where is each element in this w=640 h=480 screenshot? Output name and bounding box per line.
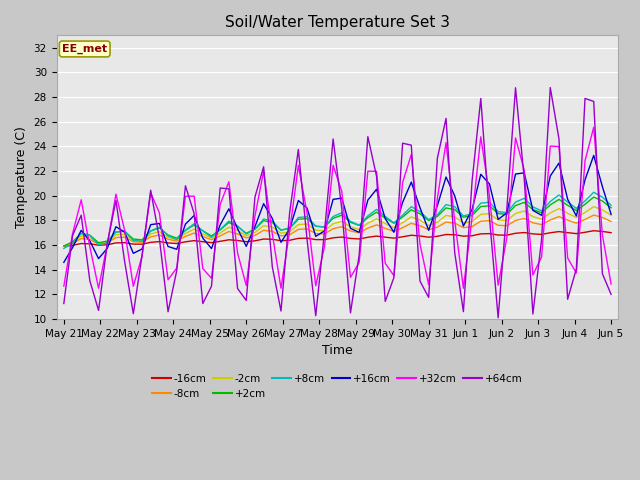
- -8cm: [416, 223, 424, 228]
- +16cm: [607, 211, 615, 217]
- Line: +32cm: +32cm: [64, 127, 611, 288]
- +2cm: [129, 236, 137, 242]
- +8cm: [590, 190, 598, 195]
- Line: -2cm: -2cm: [64, 207, 611, 246]
- +2cm: [329, 216, 337, 221]
- +32cm: [372, 168, 380, 174]
- +64cm: [329, 136, 337, 142]
- +64cm: [408, 142, 415, 148]
- +32cm: [416, 241, 424, 247]
- +2cm: [416, 211, 424, 216]
- -2cm: [590, 204, 598, 210]
- -8cm: [590, 212, 598, 218]
- +64cm: [364, 134, 372, 140]
- -8cm: [607, 218, 615, 224]
- Line: +16cm: +16cm: [64, 156, 611, 263]
- +32cm: [607, 281, 615, 287]
- +32cm: [590, 124, 598, 130]
- -16cm: [408, 232, 415, 238]
- -2cm: [408, 214, 415, 220]
- -2cm: [416, 217, 424, 223]
- Y-axis label: Temperature (C): Temperature (C): [15, 126, 28, 228]
- -16cm: [60, 243, 68, 249]
- +8cm: [129, 238, 137, 243]
- +2cm: [364, 215, 372, 220]
- X-axis label: Time: Time: [322, 344, 353, 358]
- +16cm: [286, 226, 294, 232]
- +64cm: [547, 84, 554, 90]
- Line: -8cm: -8cm: [64, 215, 611, 246]
- -2cm: [329, 221, 337, 227]
- -2cm: [286, 229, 294, 235]
- +2cm: [590, 194, 598, 200]
- +16cm: [408, 179, 415, 185]
- -8cm: [408, 220, 415, 226]
- +64cm: [129, 311, 137, 317]
- +16cm: [416, 205, 424, 211]
- Text: EE_met: EE_met: [62, 44, 108, 54]
- Line: +64cm: +64cm: [64, 87, 611, 318]
- +8cm: [408, 204, 415, 210]
- Title: Soil/Water Temperature Set 3: Soil/Water Temperature Set 3: [225, 15, 450, 30]
- +8cm: [416, 209, 424, 215]
- +8cm: [364, 213, 372, 219]
- +32cm: [95, 286, 102, 291]
- -8cm: [129, 239, 137, 245]
- -8cm: [60, 243, 68, 249]
- +8cm: [329, 214, 337, 219]
- +64cm: [416, 278, 424, 284]
- Line: -16cm: -16cm: [64, 231, 611, 246]
- +16cm: [60, 260, 68, 265]
- -2cm: [60, 243, 68, 249]
- +32cm: [338, 189, 346, 194]
- +2cm: [286, 226, 294, 231]
- +2cm: [60, 243, 68, 249]
- +32cm: [138, 253, 146, 259]
- +16cm: [329, 196, 337, 202]
- +32cm: [60, 283, 68, 289]
- +2cm: [607, 205, 615, 211]
- -16cm: [416, 233, 424, 239]
- Line: +2cm: +2cm: [64, 197, 611, 246]
- -2cm: [607, 212, 615, 218]
- -16cm: [364, 234, 372, 240]
- -16cm: [607, 230, 615, 236]
- -8cm: [329, 226, 337, 231]
- +32cm: [294, 163, 302, 168]
- +64cm: [286, 209, 294, 215]
- -16cm: [590, 228, 598, 234]
- +64cm: [607, 291, 615, 297]
- +8cm: [607, 203, 615, 208]
- -2cm: [129, 238, 137, 243]
- Line: +8cm: +8cm: [64, 192, 611, 249]
- +32cm: [425, 282, 433, 288]
- Legend: -16cm, -8cm, -2cm, +2cm, +8cm, +16cm, +32cm, +64cm: -16cm, -8cm, -2cm, +2cm, +8cm, +16cm, +3…: [148, 370, 527, 403]
- -16cm: [329, 235, 337, 240]
- -8cm: [286, 232, 294, 238]
- -8cm: [364, 225, 372, 231]
- +64cm: [60, 300, 68, 306]
- +16cm: [129, 251, 137, 256]
- +16cm: [364, 197, 372, 203]
- +64cm: [494, 315, 502, 321]
- -16cm: [286, 238, 294, 243]
- +8cm: [60, 246, 68, 252]
- +2cm: [408, 207, 415, 213]
- -16cm: [129, 241, 137, 247]
- +8cm: [286, 226, 294, 231]
- -2cm: [364, 220, 372, 226]
- +16cm: [590, 153, 598, 158]
